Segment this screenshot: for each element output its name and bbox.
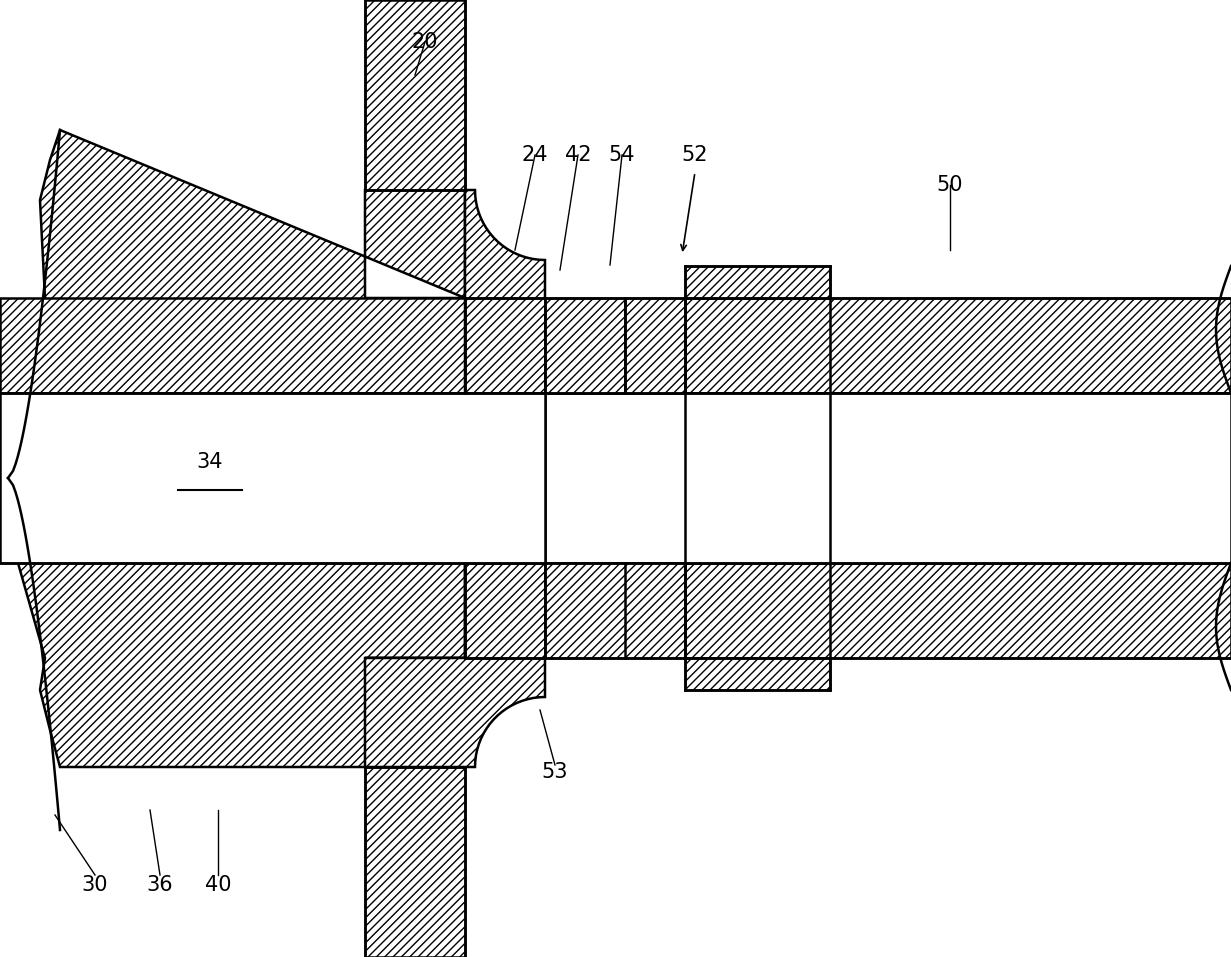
Polygon shape bbox=[545, 563, 684, 658]
Polygon shape bbox=[0, 298, 465, 393]
Text: 30: 30 bbox=[81, 875, 108, 895]
Text: 24: 24 bbox=[522, 145, 548, 165]
Text: 36: 36 bbox=[146, 875, 174, 895]
Polygon shape bbox=[366, 563, 545, 767]
Text: 40: 40 bbox=[204, 875, 231, 895]
Polygon shape bbox=[465, 190, 545, 393]
Polygon shape bbox=[465, 298, 545, 393]
Polygon shape bbox=[366, 767, 465, 957]
Polygon shape bbox=[625, 298, 684, 393]
Polygon shape bbox=[465, 563, 545, 658]
Polygon shape bbox=[684, 266, 830, 298]
Polygon shape bbox=[0, 393, 545, 563]
Polygon shape bbox=[545, 393, 1231, 563]
Polygon shape bbox=[684, 298, 1231, 393]
Text: 50: 50 bbox=[937, 175, 963, 195]
Text: 20: 20 bbox=[411, 32, 438, 52]
Text: 42: 42 bbox=[565, 145, 591, 165]
Polygon shape bbox=[684, 563, 1231, 658]
Text: 52: 52 bbox=[682, 145, 708, 165]
Text: 34: 34 bbox=[197, 452, 223, 472]
Polygon shape bbox=[366, 0, 465, 190]
Polygon shape bbox=[18, 130, 465, 393]
Polygon shape bbox=[545, 298, 625, 393]
Text: 54: 54 bbox=[609, 145, 635, 165]
Polygon shape bbox=[684, 658, 830, 690]
Polygon shape bbox=[18, 563, 465, 767]
Polygon shape bbox=[684, 393, 1231, 563]
Text: 53: 53 bbox=[542, 762, 569, 782]
